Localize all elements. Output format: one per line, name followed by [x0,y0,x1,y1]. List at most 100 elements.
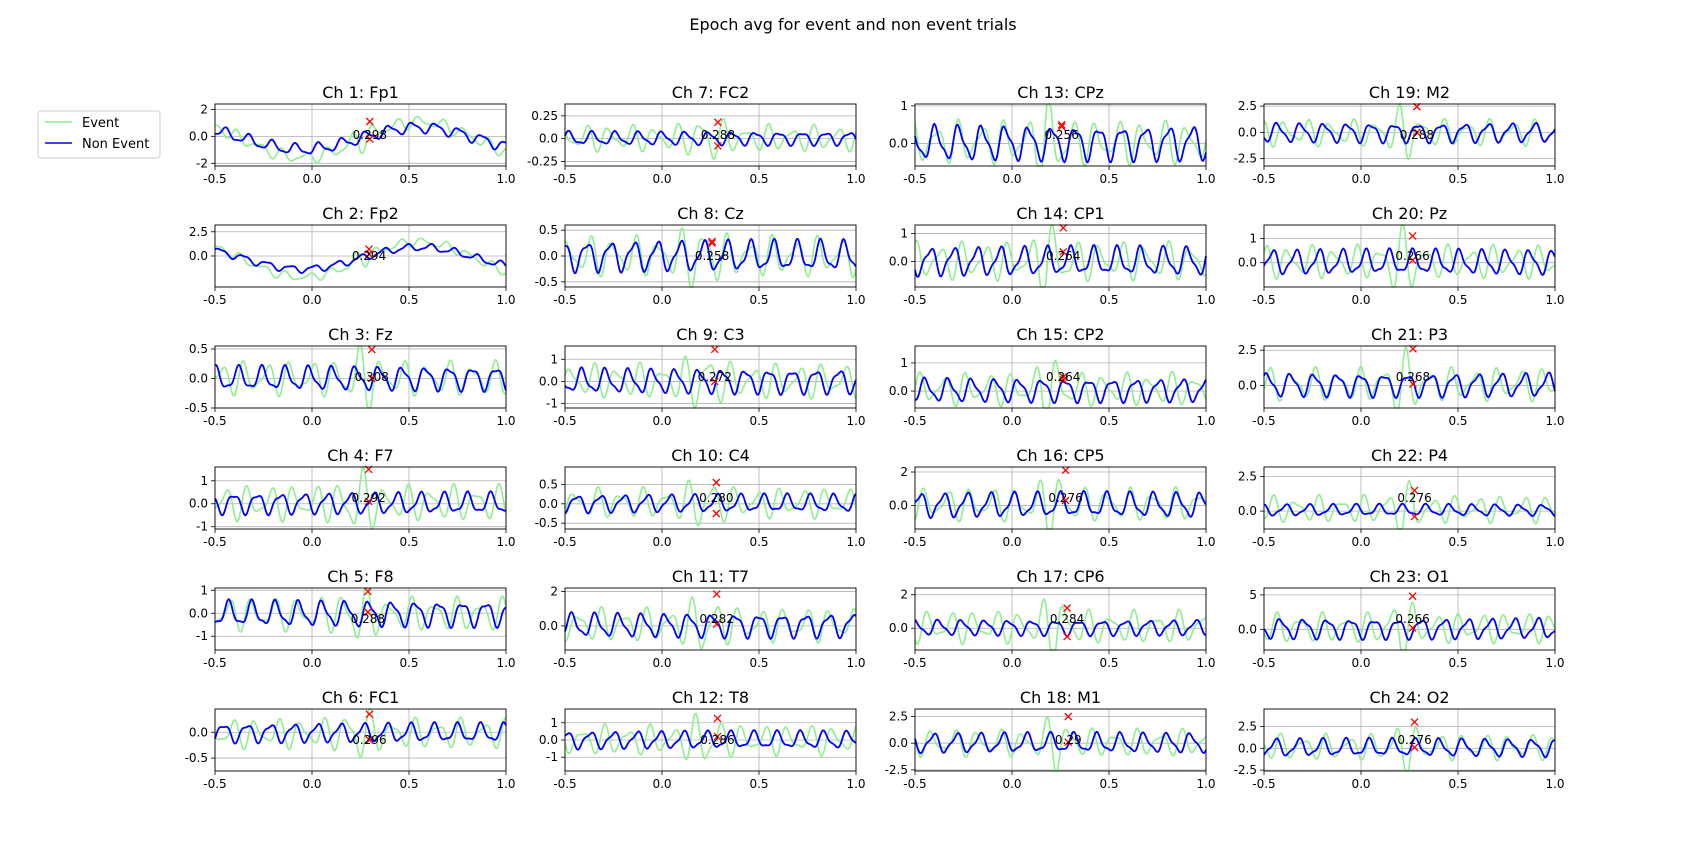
x-tick-label: 1.0 [846,293,865,307]
peak-latency-label: 0.276 [1397,491,1431,505]
y-tick-label: 0.5 [189,342,208,356]
non-event-series-line [914,243,1207,279]
subplot-title: Ch 8: Cz [677,204,744,223]
peak-marker-event [712,478,721,487]
plot-area [215,709,506,771]
x-tick-label: 0.5 [399,656,418,670]
subplot-20: -0.5 0.0 0.5 1.0 0.0 1 0.266 Ch 20: Pz [1238,204,1565,307]
subplot-title: Ch 10: C4 [671,446,750,465]
x-tick-label: -0.5 [1252,293,1275,307]
peak-marker-event [1410,718,1419,727]
plot-area [1264,467,1555,529]
y-tick-label: -2.5 [885,763,908,777]
x-tick-label: 0.5 [1099,414,1118,428]
peak-latency-label: 0.266 [1395,612,1429,626]
x-tick-label: 0.5 [749,656,768,670]
axes-frame [914,224,1207,288]
y-tick-label: 1 [900,226,908,240]
y-tick-label: 0.0 [189,497,208,511]
y-tick-label: 0.0 [1238,622,1257,636]
x-tick-label: -0.5 [553,293,576,307]
event-series-line [214,708,507,759]
peak-marker-non-event [365,250,373,259]
x-tick-label: 1.0 [1545,535,1564,549]
x-tick-label: 0.0 [1351,414,1370,428]
x-tick-label: -0.5 [1252,414,1275,428]
y-tick-label: 0.0 [539,249,558,263]
x-tick-label: 0.0 [302,777,321,791]
x-tick-label: 0.0 [1002,777,1021,791]
y-tick-label: 1 [900,356,908,370]
x-tick-label: 1.0 [1545,656,1564,670]
x-tick-label: 0.0 [652,777,671,791]
non-event-series-line [914,730,1207,755]
peak-latency-label: 0.258 [695,249,729,263]
y-tick-label: 1 [200,474,208,488]
x-tick-label: 1.0 [1545,414,1564,428]
event-series-line [1263,224,1556,288]
non-event-series-line [214,363,507,393]
axes-frame [1263,587,1556,651]
x-tick-label: -0.5 [553,777,576,791]
x-tick-label: 1.0 [846,172,865,186]
non-event-series-line [214,490,507,517]
x-tick-label: 0.0 [1351,777,1370,791]
event-series-line [564,479,857,527]
plot-area [915,467,1206,529]
subplot-14: -0.5 0.0 0.5 1.0 0.0 1 0.264 Ch 14: CP1 [889,204,1216,307]
y-tick-label: -0.5 [535,275,558,289]
y-tick-label: -0.5 [185,751,208,765]
y-tick-label: 1 [900,99,908,113]
x-tick-label: 0.5 [1099,293,1118,307]
peak-marker-event [1061,466,1070,475]
subplot-title: Ch 17: CP6 [1016,567,1104,586]
peak-marker-non-event [1408,256,1417,265]
peak-marker-non-event [1063,632,1072,641]
y-tick-label: 0.0 [1238,504,1257,518]
x-tick-label: -0.5 [553,172,576,186]
subplot-10: -0.5 0.0 0.5 1.0 -0.5 0.0 0.5 0.280 Ch 10: C4 [535,446,866,549]
axes-frame [214,466,507,530]
non-event-series-line [214,598,507,630]
axes-frame [914,103,1207,167]
x-tick-label: 0.5 [1448,414,1467,428]
plot-area [565,346,856,408]
axes-frame [1263,466,1556,530]
axes-frame [1263,224,1556,288]
y-tick-label: 0.0 [889,255,908,269]
subplot-title: Ch 24: O2 [1369,688,1449,707]
axes-frame [564,587,857,651]
axes-frame [564,103,857,167]
non-event-series-line [1263,121,1556,145]
legend: Event Non Event [37,110,161,159]
peak-marker-event [708,237,717,246]
peak-marker-non-event [1412,128,1421,137]
subplot-8: -0.5 0.0 0.5 1.0 -0.5 0.0 0.5 0.258 Ch 8: Cz [535,204,866,307]
peak-latency-label: 0.282 [700,612,734,626]
x-tick-label: 1.0 [846,656,865,670]
x-tick-label: -0.5 [1252,172,1275,186]
peak-latency-label: 0.292 [351,491,385,505]
subplot-title: Ch 2: Fp2 [322,204,399,223]
axes-frame [214,345,507,409]
peak-marker-non-event [712,509,721,518]
x-tick-label: -0.5 [203,172,226,186]
subplot-title: Ch 14: CP1 [1016,204,1104,223]
non-event-series-line [214,720,507,745]
x-tick-label: -0.5 [903,535,926,549]
x-tick-label: 0.5 [1099,656,1118,670]
x-tick-label: 1.0 [496,777,515,791]
subplot-title: Ch 4: F7 [327,446,393,465]
x-tick-label: 0.5 [1099,172,1118,186]
peak-marker-non-event [1061,496,1070,505]
peak-marker-event [1057,120,1066,129]
y-tick-label: 2.5 [1238,719,1257,733]
peak-marker-non-event [1409,380,1417,389]
y-tick-label: 2 [900,588,908,602]
subplot-23: -0.5 0.0 0.5 1.0 0.0 5 0.266 Ch 23: O1 [1238,567,1565,670]
y-tick-label: 0.0 [539,497,558,511]
peak-marker-non-event [713,141,722,150]
event-series-line [1263,601,1556,651]
non-event-series-line [1263,371,1556,400]
subplot-title: Ch 19: M2 [1369,83,1450,102]
